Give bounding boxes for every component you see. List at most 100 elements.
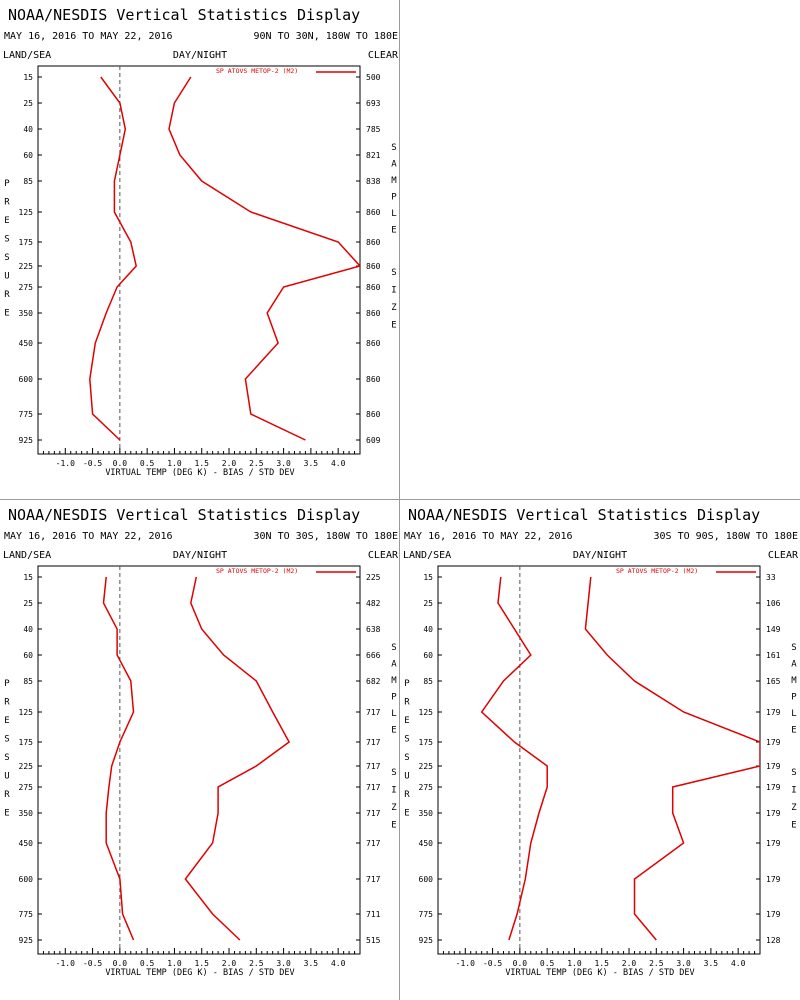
- time-label: DAY/NIGHT: [173, 50, 227, 61]
- sample-axis-letter: P: [391, 193, 397, 203]
- pressure-level-label: 85: [23, 677, 33, 686]
- x-tick-label: -1.0: [456, 959, 475, 968]
- chart-svg: NOAA/NESDIS Vertical Statistics Display M…: [403, 506, 799, 978]
- x-axis-label: VIRTUAL TEMP (DEG K) - BIAS / STD DEV: [105, 968, 294, 978]
- x-tick-label: 0.5: [140, 459, 155, 468]
- pressure-axis-letter: P: [4, 179, 10, 189]
- x-tick-label: 2.0: [222, 959, 237, 968]
- sample-axis-letter: S: [391, 643, 396, 653]
- pressure-level-label: 15: [423, 573, 433, 582]
- pressure-level-label: 40: [423, 625, 433, 634]
- sample-size-label: 225: [366, 573, 381, 582]
- pressure-level-label: 925: [19, 436, 34, 445]
- sample-size-label: 33: [766, 573, 776, 582]
- x-tick-label: 3.0: [276, 459, 291, 468]
- sample-size-label: 179: [766, 809, 781, 818]
- sample-size-label: 515: [366, 936, 381, 945]
- size-axis-letter: S: [391, 268, 396, 278]
- sample-axis-letter: L: [791, 709, 796, 719]
- sample-size-label: 179: [766, 708, 781, 717]
- plot-frame: [437, 565, 761, 955]
- size-axis-letter: S: [391, 768, 396, 778]
- time-label: DAY/NIGHT: [173, 550, 227, 561]
- pressure-axis-letter: S: [404, 735, 409, 745]
- pressure-axis-letter: S: [404, 753, 409, 763]
- size-axis-letter: I: [391, 786, 396, 796]
- x-tick-label: 2.0: [622, 959, 637, 968]
- chart-title: NOAA/NESDIS Vertical Statistics Display: [8, 6, 360, 24]
- x-tick-label: 1.5: [595, 959, 610, 968]
- sample-size-label: 682: [366, 677, 381, 686]
- pressure-level-label: 600: [419, 875, 434, 884]
- x-axis-label: VIRTUAL TEMP (DEG K) - BIAS / STD DEV: [105, 468, 294, 478]
- pressure-axis-letter: E: [4, 809, 9, 819]
- pressure-axis-letter: E: [4, 216, 9, 226]
- sample-axis-letter: A: [391, 160, 397, 170]
- sample-axis-letter: P: [791, 693, 797, 703]
- pressure-level-label: 40: [23, 625, 33, 634]
- pressure-level-label: 350: [419, 809, 434, 818]
- x-tick-label: -0.5: [83, 459, 102, 468]
- sample-size-label: 179: [766, 910, 781, 919]
- sample-axis-letter: S: [791, 643, 796, 653]
- pressure-level-label: 350: [19, 809, 34, 818]
- chart-svg: NOAA/NESDIS Vertical Statistics Display M…: [3, 506, 399, 978]
- sky-label: CLEAR: [368, 550, 399, 561]
- x-tick-label: -1.0: [56, 959, 75, 968]
- sample-size-label: 638: [366, 625, 381, 634]
- pressure-level-label: 15: [23, 573, 33, 582]
- pressure-level-label: 775: [19, 410, 34, 419]
- chart-svg: NOAA/NESDIS Vertical Statistics Display M…: [3, 6, 399, 478]
- pressure-level-label: 175: [19, 238, 34, 247]
- sample-axis-letter: L: [391, 209, 396, 219]
- size-axis-letter: Z: [791, 803, 797, 813]
- size-axis-letter: Z: [391, 803, 397, 813]
- pressure-level-label: 15: [23, 73, 33, 82]
- panel-divider-vertical: [399, 0, 400, 1000]
- x-tick-label: 1.5: [195, 959, 210, 968]
- sample-size-label: 717: [366, 875, 381, 884]
- sample-size-label: 609: [366, 436, 381, 445]
- x-tick-label: 3.5: [704, 959, 719, 968]
- surface-label: LAND/SEA: [3, 50, 51, 61]
- series-line-bias: [480, 576, 548, 941]
- pressure-axis-letter: R: [4, 290, 10, 300]
- pressure-axis-letter: P: [4, 679, 10, 689]
- x-axis-label: VIRTUAL TEMP (DEG K) - BIAS / STD DEV: [505, 968, 694, 978]
- sample-axis-letter: M: [791, 676, 797, 686]
- pressure-level-label: 925: [419, 936, 434, 945]
- x-tick-label: 4.0: [331, 959, 346, 968]
- surface-label: LAND/SEA: [403, 550, 451, 561]
- x-tick-label: 3.5: [304, 459, 319, 468]
- size-axis-letter: E: [391, 821, 396, 831]
- sample-size-label: 717: [366, 762, 381, 771]
- pressure-level-label: 925: [19, 936, 34, 945]
- pressure-level-label: 600: [19, 375, 34, 384]
- x-tick-label: 1.5: [195, 459, 210, 468]
- sample-size-label: 179: [766, 839, 781, 848]
- sample-axis-letter: E: [791, 726, 796, 736]
- sample-size-label: 711: [366, 910, 381, 919]
- size-axis-letter: E: [791, 821, 796, 831]
- x-tick-label: 0.5: [540, 959, 555, 968]
- sample-axis-letter: M: [391, 676, 397, 686]
- pressure-level-label: 275: [19, 783, 34, 792]
- time-label: DAY/NIGHT: [573, 550, 627, 561]
- pressure-level-label: 25: [23, 99, 33, 108]
- pressure-axis-letter: E: [404, 716, 409, 726]
- panel-divider-horizontal: [0, 499, 800, 500]
- sample-size-label: 179: [766, 783, 781, 792]
- pressure-level-label: 125: [19, 208, 34, 217]
- sample-size-label: 717: [366, 708, 381, 717]
- x-tick-label: -0.5: [483, 959, 502, 968]
- x-tick-label: -1.0: [56, 459, 75, 468]
- x-tick-label: 3.5: [304, 959, 319, 968]
- sample-size-label: 717: [366, 738, 381, 747]
- pressure-level-label: 450: [19, 839, 34, 848]
- pressure-axis-letter: S: [4, 253, 9, 263]
- pressure-axis-letter: R: [404, 698, 410, 708]
- pressure-level-label: 600: [19, 875, 34, 884]
- sample-size-label: 860: [366, 262, 381, 271]
- x-tick-label: 3.0: [676, 959, 691, 968]
- pressure-axis-letter: P: [404, 679, 410, 689]
